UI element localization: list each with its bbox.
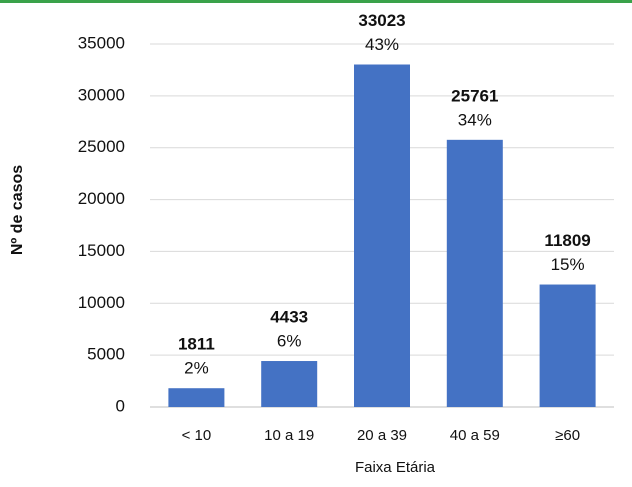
bar	[261, 361, 318, 407]
x-tick-label: ≥60	[555, 427, 580, 444]
bar	[168, 388, 225, 407]
value-label: 1811	[178, 335, 215, 354]
y-tick-label: 15000	[78, 241, 125, 260]
x-axis-label: Faixa Etária	[355, 459, 436, 476]
x-tick-label: 40 a 59	[450, 427, 500, 444]
value-label: 4433	[270, 308, 308, 327]
top-border	[0, 0, 632, 3]
y-tick-label: 0	[116, 396, 125, 415]
value-label: 33023	[358, 11, 405, 30]
x-tick-label: 10 a 19	[264, 427, 314, 444]
y-tick-label: 5000	[87, 345, 125, 364]
y-tick-label: 30000	[78, 85, 125, 104]
bar	[539, 284, 596, 407]
y-tick-label: 10000	[78, 293, 125, 312]
percent-label: 15%	[551, 255, 585, 274]
y-tick-label: 20000	[78, 189, 125, 208]
bar	[446, 139, 503, 407]
percent-label: 43%	[365, 35, 399, 54]
y-axis-label: Nº de casos	[9, 165, 26, 255]
value-label: 25761	[451, 86, 498, 105]
y-tick-label: 25000	[78, 137, 125, 156]
bar	[354, 64, 410, 408]
value-label: 11809	[544, 231, 590, 250]
y-tick-label: 35000	[78, 33, 125, 52]
x-tick-label: < 10	[182, 427, 212, 444]
percent-label: 6%	[277, 332, 302, 351]
percent-label: 34%	[458, 110, 492, 129]
x-tick-label: 20 a 39	[357, 427, 407, 444]
percent-label: 2%	[184, 359, 209, 378]
